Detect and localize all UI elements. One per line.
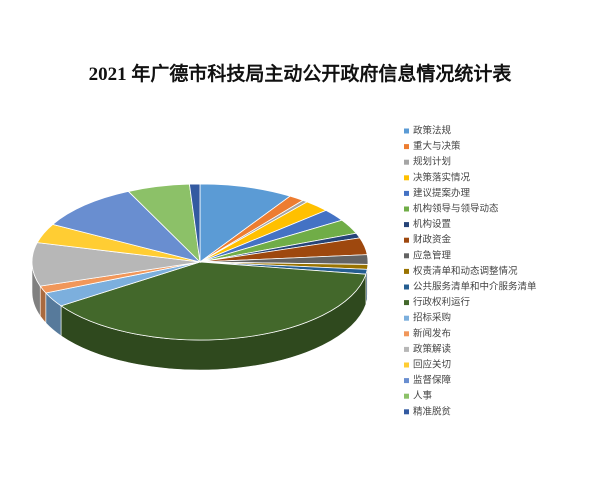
legend-swatch [404,190,409,196]
legend-swatch [404,284,409,290]
legend-label: 规划计划 [413,156,451,168]
pie-slice [60,261,367,341]
pie-slice [31,242,201,287]
pie-slice [51,190,202,263]
legend-swatch [404,237,409,243]
chart-title: 2021 年广德市科技局主动公开政府信息情况统计表 [89,62,513,85]
legend-label: 建议提案办理 [413,187,471,199]
legend-label: 精准脱贫 [413,405,452,417]
legend-swatch [404,362,409,368]
legend-swatch [404,128,409,134]
legend-label: 机构领导与领导动态 [413,203,499,215]
legend-swatch [404,144,409,150]
legend-label: 监督保障 [413,374,452,386]
legend-swatch [404,331,409,337]
pie-tops [31,183,369,341]
legend-swatch [404,346,409,352]
legend-label: 决策落实情况 [413,171,471,183]
legend-label: 政策法规 [413,125,452,137]
legend-label: 人事 [413,390,433,402]
legend-label: 行政权利运行 [413,296,471,308]
legend-swatch [404,222,409,228]
legend-swatch [404,268,409,274]
legend-label: 回应关切 [413,359,451,371]
legend-swatch [404,378,409,384]
legend-swatch [404,175,409,181]
legend-label: 机构设置 [413,218,451,230]
legend-swatch [404,393,409,399]
pie-sides [31,261,369,371]
legend-label: 公共服务清单和中介服务清单 [413,281,537,293]
legend-label: 重大与决策 [413,140,461,152]
legend-label: 招标采购 [413,312,451,324]
legend-swatch [404,159,409,165]
legend-swatch [404,253,409,259]
legend-label: 新闻发布 [413,327,451,339]
pie-slice [188,183,201,263]
legend-swatch [404,206,409,212]
legend-swatch [404,300,409,306]
legend-label: 应急管理 [413,249,452,261]
legend-label: 政策解读 [413,343,452,355]
legend-swatch [404,409,409,415]
legend-swatch [404,315,409,321]
legend-label: 权责清单和动态调整情况 [413,265,518,277]
legend-label: 财政资金 [413,234,452,246]
pie-slice [199,183,291,263]
